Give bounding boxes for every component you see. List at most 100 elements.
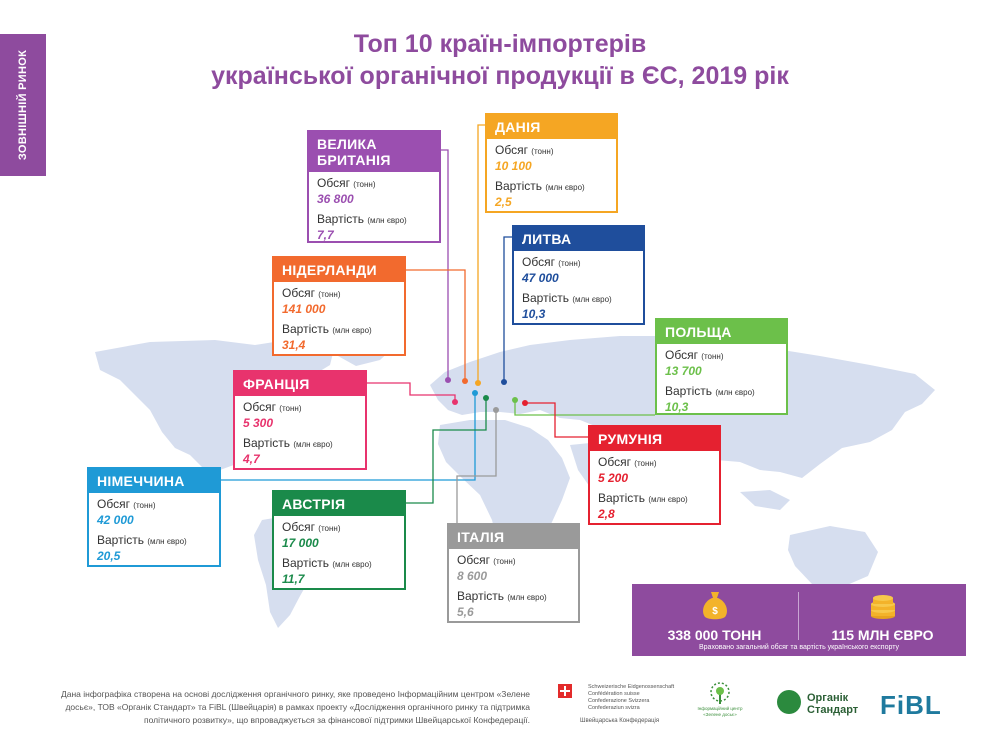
value-value: 10,3 (665, 400, 689, 414)
volume-label: Обсяг (тонн) (317, 176, 431, 192)
value-label-unit: (млн євро) (545, 183, 585, 192)
country-name-line1: ПОЛЬЩА (665, 324, 732, 340)
swiss-line: Schweizerische Eidgenossenschaft (588, 684, 675, 690)
total-volume-block: $ 338 000 ТОНН (632, 590, 797, 643)
volume-label-text: Обсяг (598, 455, 631, 469)
totals-divider (798, 592, 799, 640)
location-dot-uk (445, 377, 451, 383)
country-name: ІТАЛІЯ (449, 525, 578, 549)
country-card-italy: ІТАЛІЯ Обсяг (тонн) 8 600 Вартість (млн євр… (447, 523, 580, 623)
connector-italy (456, 410, 497, 523)
volume-value: 47 000 (522, 271, 559, 285)
location-dot-denmark (475, 380, 481, 386)
value-label: Вартість (млн євро) (495, 179, 608, 195)
connector-lines (221, 124, 655, 523)
country-name-line1: НІМЕЧЧИНА (97, 473, 185, 489)
volume-label-unit: (тонн) (701, 352, 724, 361)
location-dot-germany (472, 390, 478, 396)
value-label-text: Вартість (665, 384, 712, 398)
location-dot-romania (522, 400, 528, 406)
country-name-line1: ФРАНЦІЯ (243, 376, 310, 392)
value-value: 5,6 (457, 605, 474, 619)
country-name: ЛИТВА (514, 227, 643, 251)
volume-label-text: Обсяг (457, 553, 490, 567)
volume-label-unit: (тонн) (353, 180, 376, 189)
country-card-uk: ВЕЛИКА БРИТАНІЯ Обсяг (тонн) 36 800 Вартість… (307, 130, 441, 243)
connector-austria (406, 398, 487, 504)
country-name: ПОЛЬЩА (657, 320, 786, 344)
volume-value: 13 700 (665, 364, 702, 378)
swiss-line: Confédération suisse (588, 691, 640, 697)
value-label-unit: (млн євро) (507, 593, 547, 602)
connector-denmark (477, 124, 485, 383)
swiss-line: Confederazione Svizzera (588, 698, 650, 704)
value-value: 7,7 (317, 228, 334, 242)
volume-label: Обсяг (тонн) (243, 400, 357, 416)
volume-value: 17 000 (282, 536, 319, 550)
volume-label-text: Обсяг (97, 497, 130, 511)
volume-label: Обсяг (тонн) (665, 348, 778, 364)
volume-label: Обсяг (тонн) (282, 286, 396, 302)
connector-uk (441, 149, 449, 380)
volume-value: 5 300 (243, 416, 274, 430)
volume-label-text: Обсяг (317, 176, 350, 190)
location-dot-poland (512, 397, 518, 403)
fibl-logo: FiBL (880, 690, 942, 720)
volume-label-unit: (тонн) (634, 459, 657, 468)
country-name-line1: АВСТРІЯ (282, 496, 346, 512)
country-name-line1: РУМУНІЯ (598, 431, 663, 447)
money-bag-icon: $ (702, 592, 727, 620)
volume-value: 36 800 (317, 192, 354, 206)
japan-shape (866, 402, 882, 428)
country-name: НІМЕЧЧИНА (89, 469, 219, 493)
coins-icon (870, 595, 895, 619)
country-name-line1: ІТАЛІЯ (457, 529, 505, 545)
swiss-flag-icon (558, 684, 572, 698)
volume-value: 10 100 (495, 159, 532, 173)
volume-label-text: Обсяг (522, 255, 555, 269)
value-value: 4,7 (243, 452, 260, 466)
page-title-line1: Топ 10 країн-імпортерів (353, 30, 647, 58)
volume-label-text: Обсяг (243, 400, 276, 414)
swiss-caption: Швейцарська Конфедерація (580, 718, 660, 724)
value-label-text: Вартість (282, 556, 329, 570)
value-value: 11,7 (282, 572, 305, 586)
location-dot-austria (483, 395, 489, 401)
connector-romania (525, 402, 588, 438)
value-label-unit: (млн євро) (715, 388, 755, 397)
tree-icon (710, 682, 730, 704)
volume-label-unit: (тонн) (493, 557, 516, 566)
volume-label-unit: (тонн) (133, 501, 156, 510)
value-label: Вартість (млн євро) (665, 384, 778, 400)
country-name-line1: ЛИТВА (522, 231, 572, 247)
volume-label-text: Обсяг (495, 143, 528, 157)
totals-panel: $ 338 000 ТОНН 115 МЛН ЄВРО Враховано за… (632, 584, 966, 656)
side-tab: ЗОВНІШНІЙ РИНОК (0, 34, 46, 176)
location-dot-italy (493, 407, 499, 413)
value-value: 2,5 (495, 195, 512, 209)
volume-label: Обсяг (тонн) (97, 497, 211, 513)
volume-value: 42 000 (97, 513, 134, 527)
volume-label: Обсяг (тонн) (282, 520, 396, 536)
value-label-text: Вартість (317, 212, 364, 226)
connector-poland (514, 400, 655, 416)
totals-note: Враховано загальний обсяг та вартість ук… (699, 644, 899, 651)
value-label-text: Вартість (598, 491, 645, 505)
country-name: ФРАНЦІЯ (235, 372, 365, 396)
value-value: 10,3 (522, 307, 546, 321)
location-dot-lithuania (501, 379, 507, 385)
volume-value: 8 600 (457, 569, 488, 583)
page-title-line2: української органічної продукції в ЄС, 2… (211, 62, 789, 90)
value-value: 2,8 (598, 507, 615, 521)
australia-shape (788, 526, 878, 588)
value-label: Вартість (млн євро) (522, 291, 635, 307)
value-label: Вартість (млн євро) (97, 533, 211, 549)
country-name: ДАНІЯ (487, 115, 616, 139)
value-label: Вартість (млн євро) (457, 589, 570, 605)
volume-label-unit: (тонн) (558, 259, 581, 268)
green-dossier-caption: Інформаційний центр «Зелене досьє» (697, 706, 743, 717)
svg-text:$: $ (712, 606, 718, 617)
connector-germany (221, 393, 476, 481)
country-name-line1: ВЕЛИКА (317, 136, 377, 152)
footer-description: Дана інфографіка створена на основі досл… (60, 689, 530, 725)
